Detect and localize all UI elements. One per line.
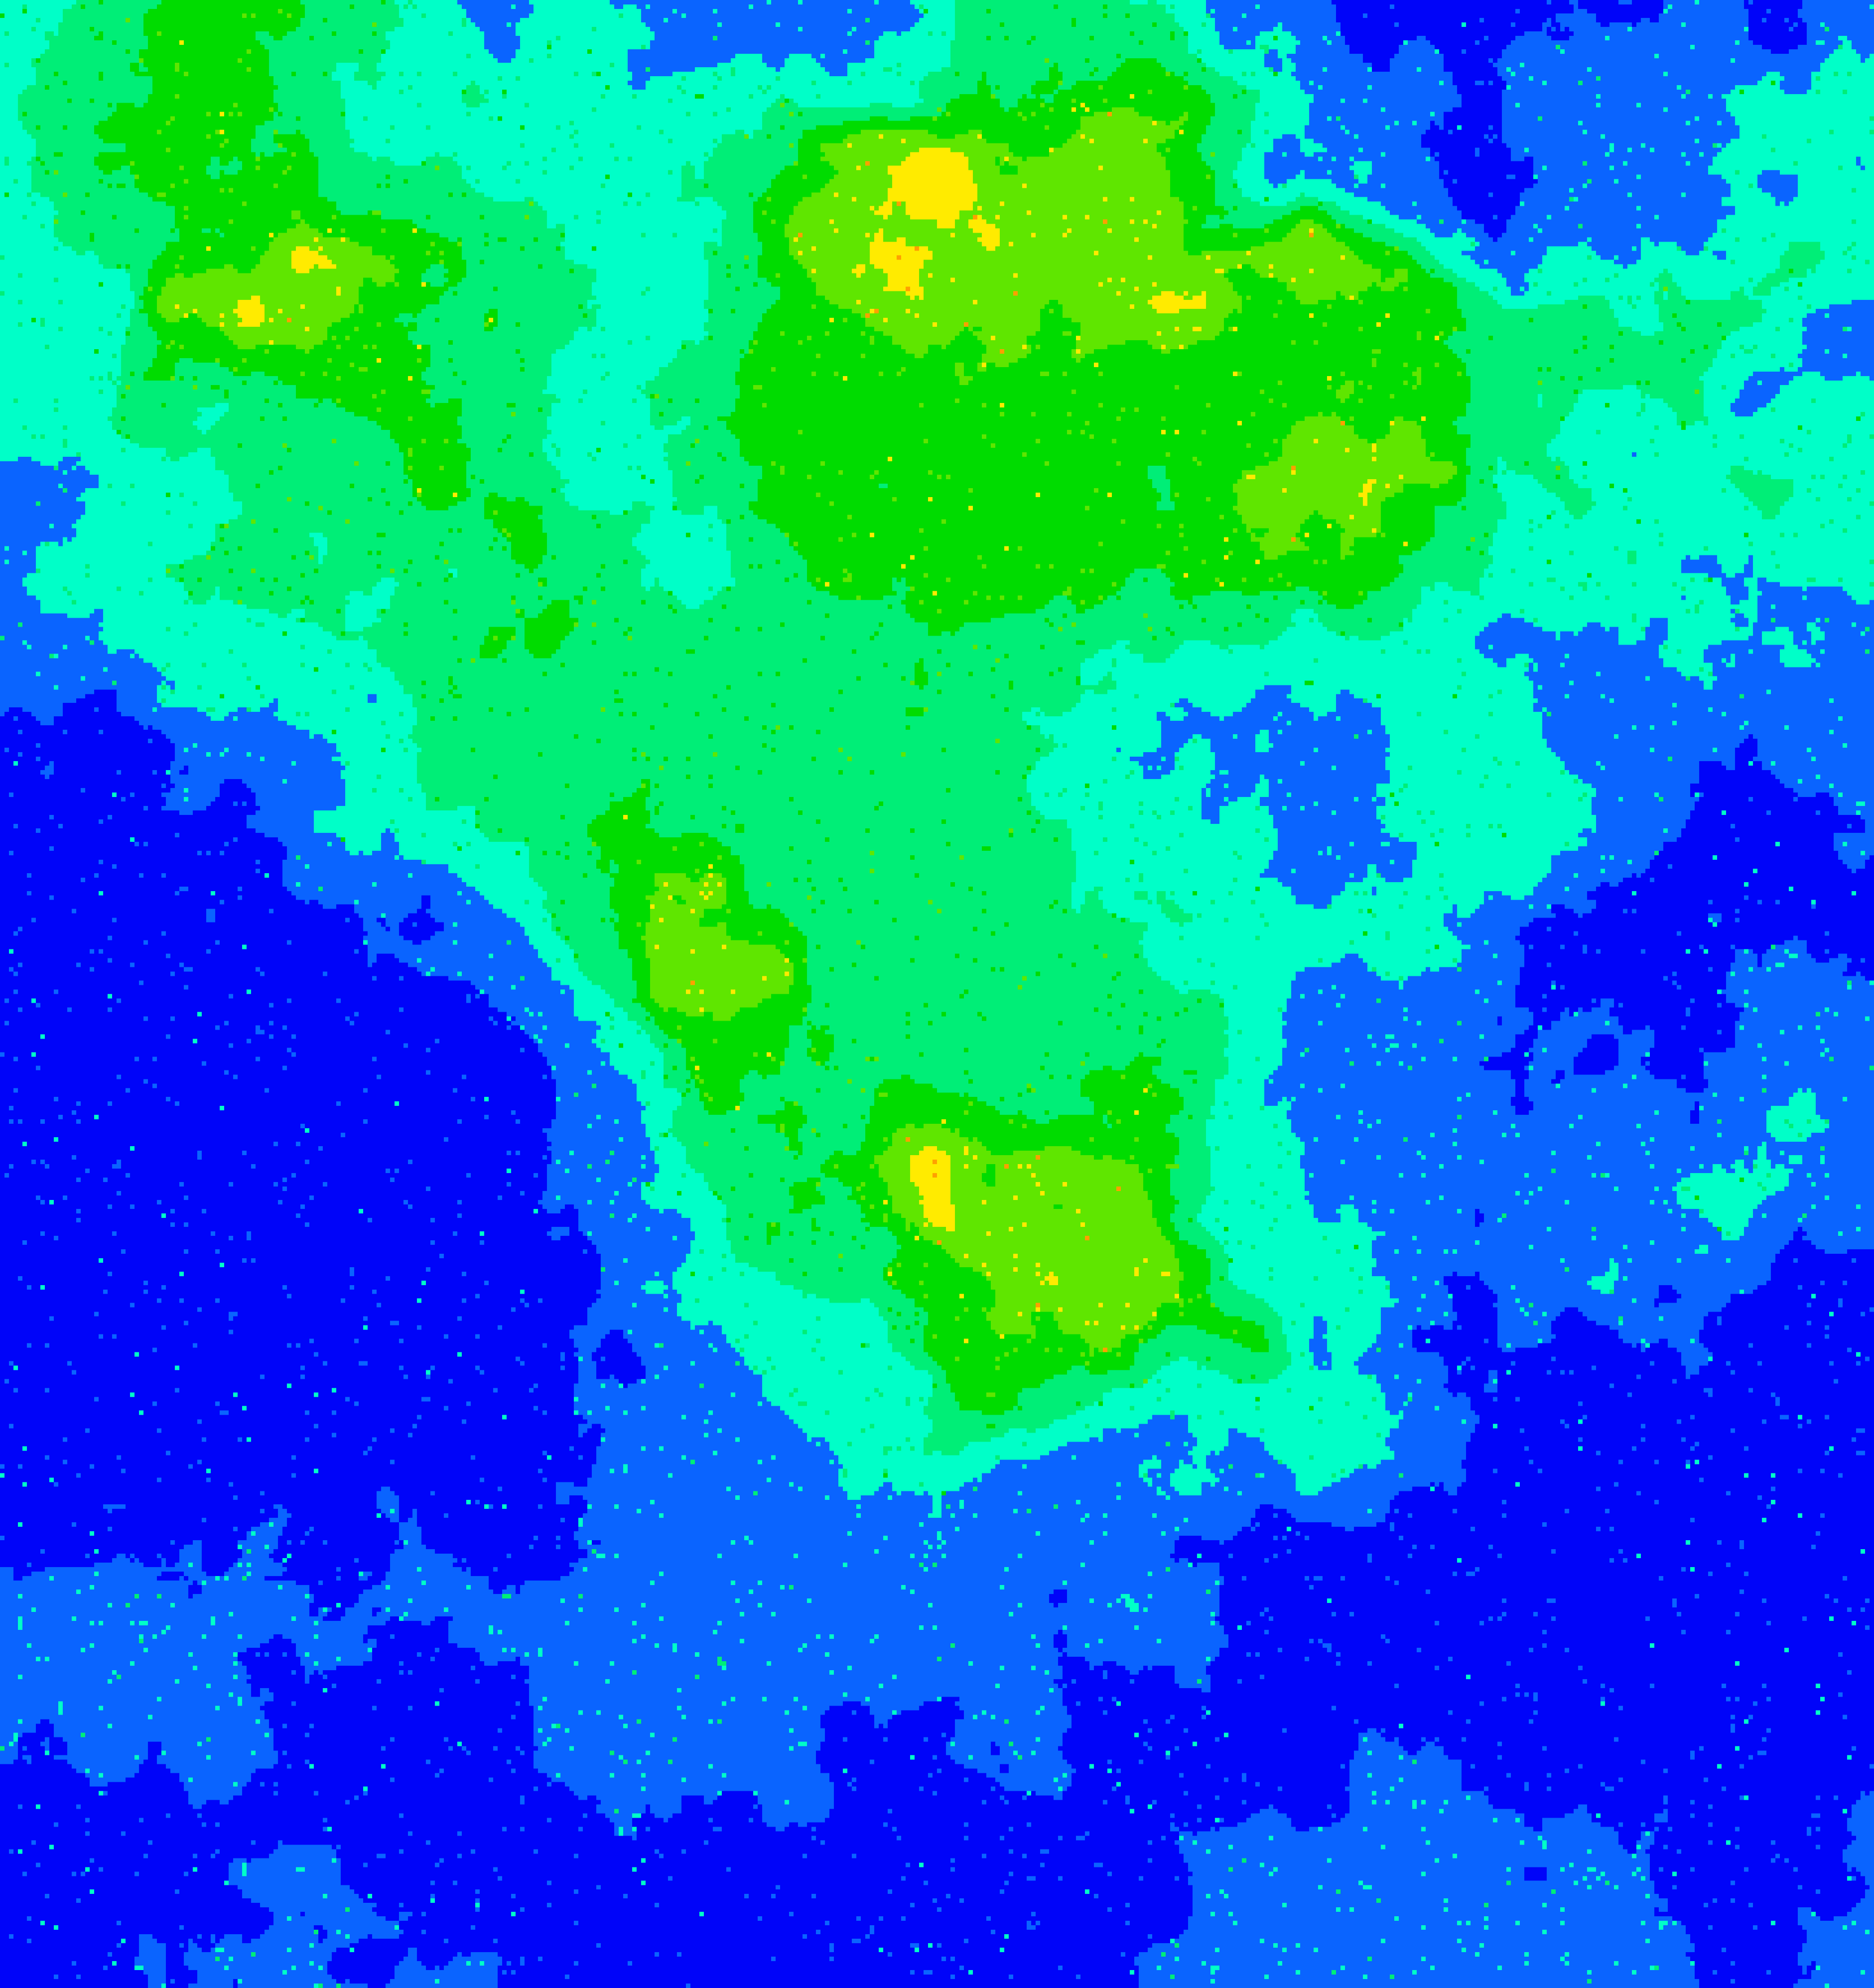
satellite-map-canvas	[0, 0, 1874, 1988]
weather-map-viewport	[0, 0, 1874, 1988]
